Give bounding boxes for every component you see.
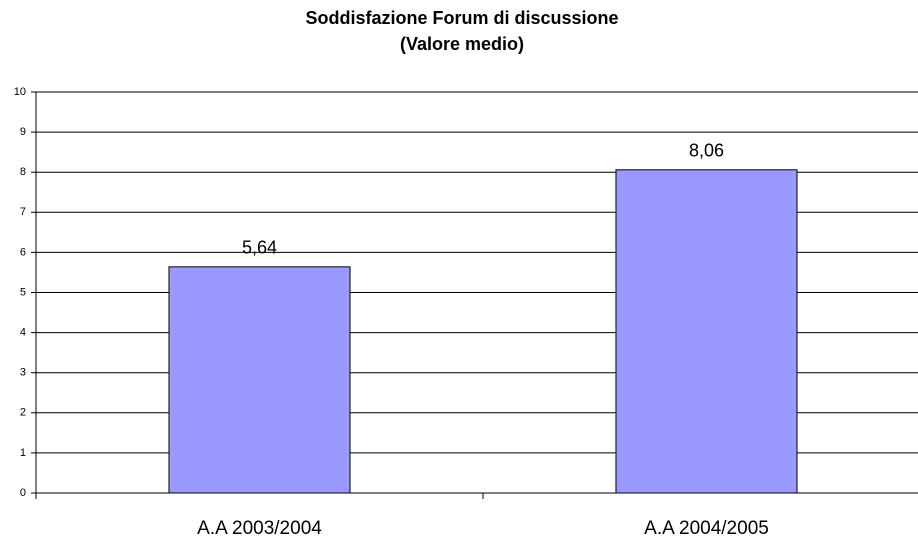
bar [168, 266, 351, 494]
x-tick-label: A.A 2003/2004 [197, 518, 322, 539]
y-tick-label: 5 [20, 286, 26, 298]
y-tick-label: 10 [14, 86, 26, 98]
value-label: 5,64 [242, 238, 277, 258]
y-tick-label: 0 [20, 487, 26, 499]
bar [615, 169, 798, 494]
y-tick-label: 3 [20, 367, 26, 379]
x-tick-label: A.A 2004/2005 [644, 518, 769, 539]
y-tick-label: 1 [20, 447, 26, 459]
y-tick-label: 8 [20, 166, 26, 178]
y-tick-label: 2 [20, 407, 26, 419]
y-tick-label: 4 [20, 327, 26, 339]
y-tick-label: 7 [20, 206, 26, 218]
chart-subtitle: (Valore medio) [400, 34, 524, 54]
y-tick-label: 9 [20, 126, 26, 138]
y-tick-label: 6 [20, 246, 26, 258]
value-label: 8,06 [689, 141, 724, 161]
chart-title: Soddisfazione Forum di discussione [305, 8, 618, 28]
